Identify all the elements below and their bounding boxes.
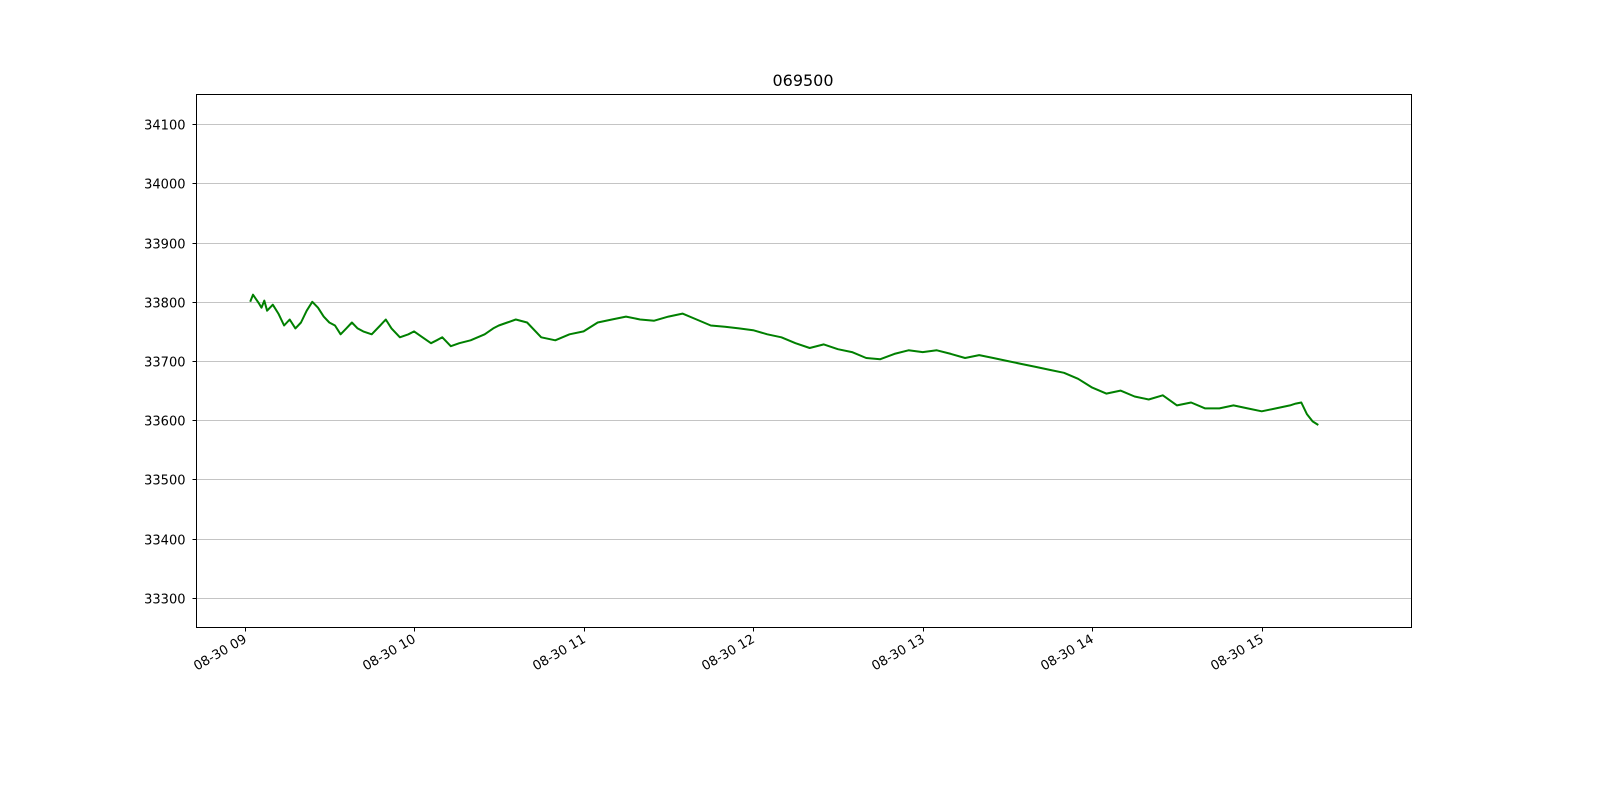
plot-frame [196,94,1412,628]
grid-lines [196,124,1412,599]
y-tick-label: 34000 [144,178,185,193]
y-tick-label: 34100 [144,119,185,134]
y-tick-label: 33400 [144,534,185,549]
chart-title: 069500 [772,71,833,90]
y-tick-label: 33900 [144,238,185,253]
y-tick-label: 33500 [144,474,185,489]
y-tick-label: 33700 [144,356,185,371]
series-group [249,293,1319,426]
y-tick-label: 33300 [144,593,185,608]
series-line [249,293,1319,426]
y-axis: 33300 33400 33500 33600 33700 33800 33900 34000… [144,119,197,608]
y-tick-label: 33600 [144,415,185,430]
y-tick-label: 33800 [144,297,185,312]
